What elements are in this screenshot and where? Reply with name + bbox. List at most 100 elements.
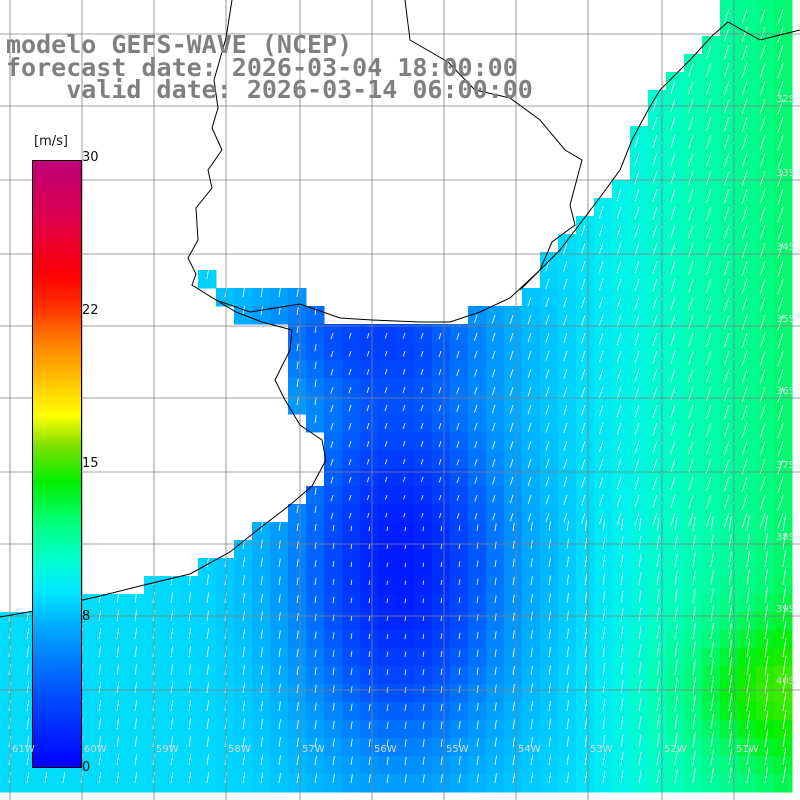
wind-arrow	[421, 494, 424, 500]
wind-arrow	[777, 512, 784, 529]
wind-cell	[324, 648, 343, 667]
wind-cell	[144, 576, 163, 595]
wind-cell	[288, 306, 307, 325]
wind-cell	[108, 648, 127, 667]
wind-cell	[666, 594, 685, 613]
wind-arrow	[422, 669, 425, 676]
wind-cell	[648, 558, 667, 577]
wind-arrow	[616, 512, 622, 525]
wind-arrow	[348, 458, 352, 466]
wind-arrow	[706, 332, 712, 348]
wind-arrow	[384, 350, 388, 357]
wind-arrow	[764, 748, 769, 766]
wind-arrow	[728, 639, 733, 658]
wind-arrow	[688, 296, 694, 311]
wind-arrow	[367, 494, 370, 500]
wind-cell	[0, 684, 19, 703]
wind-arrow	[296, 612, 299, 622]
wind-arrow	[777, 44, 784, 61]
wind-arrow	[634, 224, 640, 238]
wind-cell	[450, 594, 469, 613]
wind-arrow	[386, 562, 389, 568]
wind-arrow	[674, 535, 678, 550]
wind-cell	[666, 576, 685, 595]
wind-arrow	[260, 593, 263, 604]
wind-arrow	[438, 404, 442, 412]
wind-cell	[270, 702, 289, 721]
wind-arrow	[530, 772, 534, 784]
wind-arrow	[330, 512, 334, 520]
wind-cell	[324, 720, 343, 739]
wind-cell	[288, 594, 307, 613]
wind-arrow	[384, 368, 388, 375]
wind-cell	[684, 558, 703, 577]
wind-arrow	[422, 616, 425, 622]
wind-cell	[252, 774, 271, 793]
wind-arrow	[764, 568, 768, 586]
wind-arrow	[777, 62, 784, 79]
wind-cell	[720, 576, 739, 595]
wind-arrow	[584, 537, 588, 550]
wind-arrow	[692, 606, 696, 622]
wind-arrow	[206, 772, 210, 784]
wind-arrow	[332, 560, 335, 568]
wind-cell	[306, 774, 325, 793]
wind-arrow	[741, 350, 748, 366]
wind-arrow	[422, 562, 425, 568]
wind-arrow	[759, 188, 766, 205]
wind-arrow	[692, 588, 696, 604]
wind-cell	[108, 612, 127, 631]
wind-arrow	[741, 404, 748, 420]
wind-arrow	[548, 718, 552, 730]
wind-arrow	[474, 494, 478, 502]
wind-cell	[720, 612, 739, 631]
wind-arrow	[494, 541, 497, 550]
wind-arrow	[616, 386, 622, 399]
wind-arrow	[656, 642, 660, 658]
wind-cell	[306, 360, 325, 379]
wind-arrow	[723, 242, 730, 258]
wind-arrow	[616, 278, 622, 292]
wind-arrow	[710, 658, 715, 676]
wind-arrow	[706, 368, 712, 384]
wind-arrow	[332, 720, 335, 730]
wind-cell	[324, 540, 343, 559]
wind-arrow	[723, 422, 730, 438]
wind-arrow	[314, 542, 317, 550]
wind-cell	[684, 522, 703, 541]
wind-arrow	[366, 440, 370, 447]
wind-arrow	[670, 134, 676, 149]
wind-arrow	[566, 646, 570, 658]
wind-cell	[594, 774, 613, 793]
wind-cell	[270, 558, 289, 577]
wind-cell	[378, 684, 397, 703]
wind-cell	[342, 594, 361, 613]
wind-cell	[306, 504, 325, 523]
wind-arrow	[476, 560, 479, 568]
wind-arrow	[385, 494, 388, 500]
wind-cell	[630, 558, 649, 577]
wind-cell	[18, 774, 37, 793]
wind-arrow	[616, 350, 622, 363]
wind-arrow	[706, 458, 712, 474]
wind-cell	[450, 684, 469, 703]
wind-cell	[396, 630, 415, 649]
wind-arrow	[456, 440, 460, 448]
wind-arrow	[456, 404, 460, 413]
wind-arrow	[777, 440, 784, 457]
wind-arrow	[314, 361, 317, 370]
wind-cell	[198, 756, 217, 775]
wind-arrow	[242, 575, 245, 586]
wind-arrow	[782, 586, 787, 604]
wind-arrow	[527, 440, 532, 451]
wind-cell	[252, 288, 271, 307]
wind-cell	[522, 774, 541, 793]
wind-arrow	[620, 608, 624, 622]
wind-arrow	[652, 134, 658, 148]
wind-arrow	[764, 729, 769, 748]
wind-arrow	[563, 332, 568, 344]
wind-arrow	[741, 332, 748, 348]
wind-arrow	[602, 716, 606, 730]
wind-cell	[378, 576, 397, 595]
